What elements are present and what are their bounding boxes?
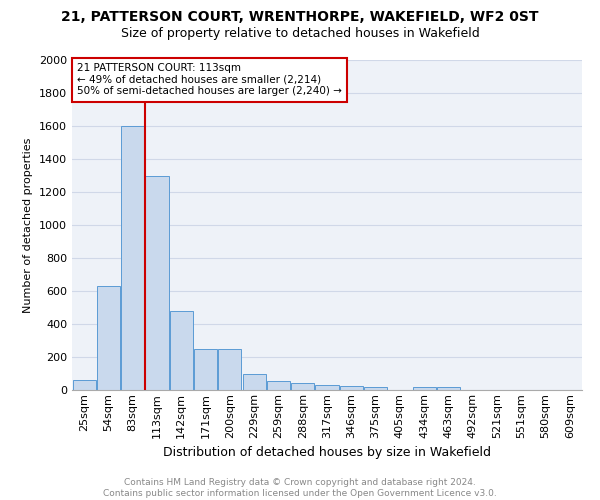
Text: 21, PATTERSON COURT, WRENTHORPE, WAKEFIELD, WF2 0ST: 21, PATTERSON COURT, WRENTHORPE, WAKEFIE… bbox=[61, 10, 539, 24]
Bar bbox=[194, 349, 217, 390]
X-axis label: Distribution of detached houses by size in Wakefield: Distribution of detached houses by size … bbox=[163, 446, 491, 459]
Text: Size of property relative to detached houses in Wakefield: Size of property relative to detached ho… bbox=[121, 28, 479, 40]
Bar bbox=[291, 382, 314, 390]
Bar bbox=[437, 386, 460, 390]
Bar bbox=[413, 386, 436, 390]
Bar bbox=[267, 381, 290, 390]
Bar bbox=[145, 176, 169, 390]
Bar bbox=[121, 126, 144, 390]
Bar bbox=[340, 386, 363, 390]
Y-axis label: Number of detached properties: Number of detached properties bbox=[23, 138, 34, 312]
Text: 21 PATTERSON COURT: 113sqm
← 49% of detached houses are smaller (2,214)
50% of s: 21 PATTERSON COURT: 113sqm ← 49% of deta… bbox=[77, 64, 342, 96]
Bar bbox=[73, 380, 95, 390]
Bar bbox=[316, 385, 338, 390]
Bar bbox=[364, 386, 387, 390]
Text: Contains HM Land Registry data © Crown copyright and database right 2024.
Contai: Contains HM Land Registry data © Crown c… bbox=[103, 478, 497, 498]
Bar bbox=[170, 311, 193, 390]
Bar bbox=[97, 286, 120, 390]
Bar bbox=[242, 374, 266, 390]
Bar bbox=[218, 349, 241, 390]
